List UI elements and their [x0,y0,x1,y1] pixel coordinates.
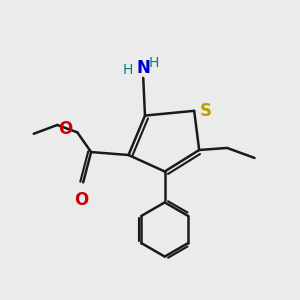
Text: S: S [200,102,211,120]
Text: N: N [136,59,150,77]
Text: O: O [58,120,73,138]
Text: H: H [148,56,159,70]
Text: O: O [75,191,89,209]
Text: H: H [123,63,133,76]
